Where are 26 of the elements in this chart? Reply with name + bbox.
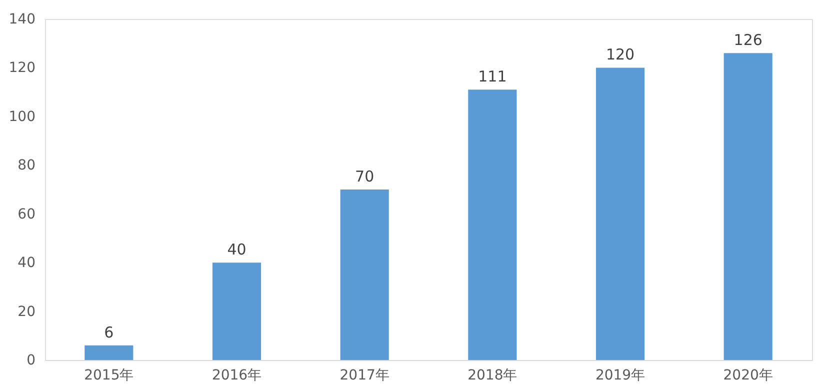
data-label: 111 bbox=[478, 68, 507, 86]
x-tick-label: 2017年 bbox=[340, 368, 390, 384]
bar bbox=[724, 53, 772, 360]
x-tick-label: 2015年 bbox=[84, 368, 134, 384]
x-tick-label: 2016年 bbox=[212, 368, 262, 384]
bar bbox=[84, 345, 134, 360]
data-label: 6 bbox=[104, 323, 114, 342]
x-tick-label: 2018年 bbox=[468, 368, 518, 384]
bar bbox=[212, 262, 262, 360]
x-tick-label: 2019年 bbox=[595, 368, 646, 384]
y-tick-label: 40 bbox=[18, 255, 36, 272]
x-tick-label: 2020年 bbox=[723, 368, 773, 384]
bar bbox=[596, 68, 645, 360]
data-label: 70 bbox=[355, 168, 374, 186]
y-tick-label: 60 bbox=[18, 206, 36, 222]
y-tick-label: 140 bbox=[8, 12, 36, 28]
y-tick-label: 100 bbox=[8, 108, 36, 125]
data-label: 126 bbox=[734, 31, 762, 50]
y-tick-label: 20 bbox=[18, 304, 36, 320]
bar bbox=[468, 90, 517, 360]
bar bbox=[340, 190, 389, 360]
y-tick-label: 80 bbox=[18, 158, 36, 174]
data-label: 40 bbox=[227, 240, 246, 259]
data-label: 120 bbox=[606, 46, 635, 64]
y-tick-label: 0 bbox=[26, 352, 36, 368]
y-tick-label: 120 bbox=[8, 60, 36, 76]
